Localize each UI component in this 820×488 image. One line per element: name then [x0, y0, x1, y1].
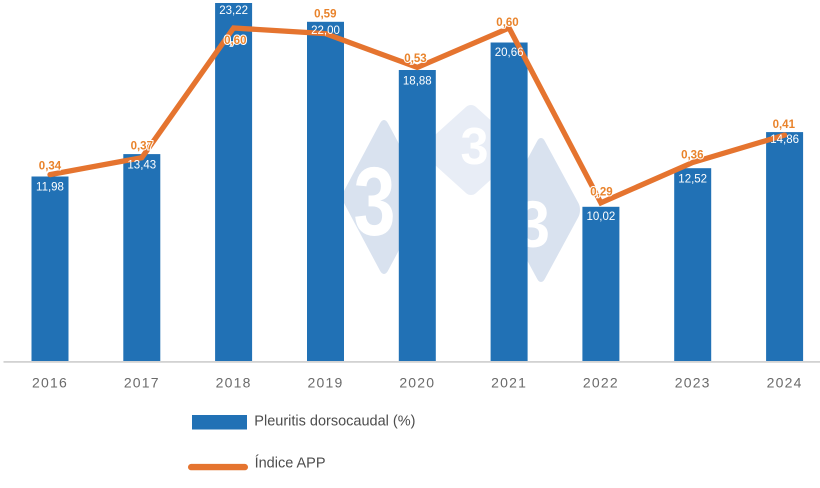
svg-text:2022: 2022: [583, 375, 619, 391]
svg-text:2019: 2019: [308, 375, 344, 391]
svg-text:0,53: 0,53: [404, 53, 426, 65]
svg-text:14,86: 14,86: [770, 134, 799, 146]
svg-text:0,37: 0,37: [131, 140, 153, 152]
svg-text:0,59: 0,59: [314, 8, 336, 20]
svg-text:2023: 2023: [675, 375, 711, 391]
svg-text:0,60: 0,60: [224, 35, 246, 47]
svg-text:Pleuritis dorsocaudal (%): Pleuritis dorsocaudal (%): [254, 413, 415, 429]
svg-text:2021: 2021: [491, 375, 527, 391]
svg-text:2024: 2024: [767, 375, 803, 391]
svg-text:2017: 2017: [124, 375, 160, 391]
svg-text:13,43: 13,43: [127, 160, 156, 172]
svg-text:23,22: 23,22: [219, 5, 248, 17]
svg-text:0,29: 0,29: [590, 186, 612, 198]
svg-text:0,34: 0,34: [39, 161, 62, 173]
svg-text:18,88: 18,88: [403, 76, 432, 88]
svg-text:Índice APP: Índice APP: [255, 455, 326, 472]
svg-text:10,02: 10,02: [587, 211, 616, 223]
svg-text:2018: 2018: [216, 375, 252, 391]
svg-text:20,66: 20,66: [495, 47, 524, 59]
svg-text:12,52: 12,52: [678, 173, 707, 185]
svg-text:11,98: 11,98: [36, 181, 64, 193]
svg-text:2020: 2020: [399, 375, 435, 391]
svg-text:2016: 2016: [32, 375, 68, 391]
svg-text:3: 3: [354, 147, 396, 256]
svg-text:0,36: 0,36: [681, 150, 703, 162]
svg-text:22,00: 22,00: [311, 25, 340, 37]
svg-text:0,41: 0,41: [773, 119, 796, 131]
svg-text:0,60: 0,60: [496, 17, 518, 29]
svg-text:3: 3: [461, 118, 489, 176]
